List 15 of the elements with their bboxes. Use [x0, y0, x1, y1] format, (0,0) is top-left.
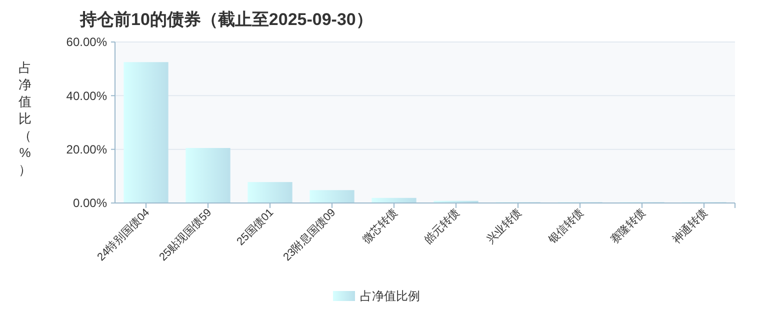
x-tick-label: 皓元转债	[422, 206, 462, 246]
x-tick-label: 兴业转债	[484, 206, 524, 246]
x-tick-label: 25贴现国债59	[157, 206, 214, 264]
legend-label: 占净值比例	[360, 289, 420, 304]
y-tick-label: 40.00%	[66, 88, 108, 103]
x-tick-label: 赛隆转债	[608, 206, 648, 246]
x-tick-label: 银信转债	[546, 206, 586, 247]
x-tick-label: 25国债01	[234, 206, 276, 248]
y-axis-title: 占净值比（%）	[18, 60, 32, 177]
x-tick-label: 23附息国债09	[280, 206, 338, 264]
y-tick-label: 60.00%	[66, 35, 108, 50]
x-tick-label: 神通转债	[670, 206, 710, 246]
x-tick-label: 微芯转债	[360, 206, 400, 246]
chart-title: 持仓前10的债券（截止至2025-09-30）	[79, 10, 373, 29]
y-tick-label: 20.00%	[66, 142, 108, 157]
